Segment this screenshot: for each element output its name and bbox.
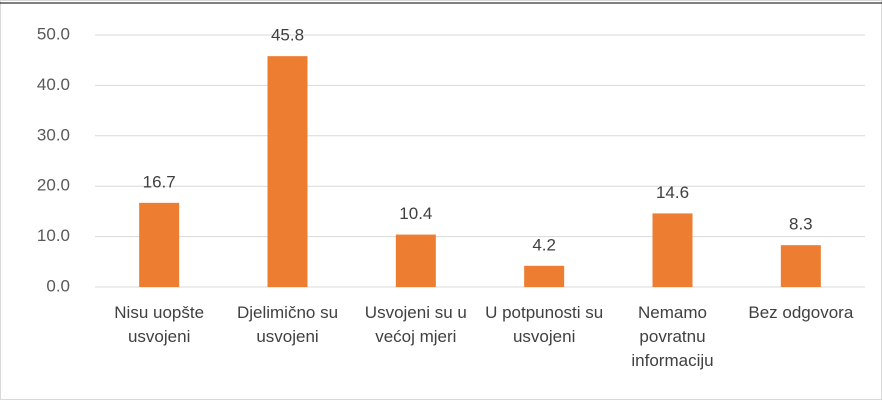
value-label: 4.2 (532, 235, 556, 254)
value-label: 16.7 (143, 172, 176, 191)
value-label: 45.8 (271, 26, 304, 45)
y-tick-label: 20.0 (37, 176, 70, 195)
bar (652, 213, 693, 287)
y-tick-label: 50.0 (37, 24, 70, 43)
x-tick-label: Nemamo povratnu informaciju (631, 303, 714, 370)
x-tick-label: U potpunosti su usvojeni (485, 303, 604, 346)
bar (524, 265, 565, 287)
x-tick-label: Bez odgovora (748, 303, 854, 322)
x-tick-label: Usvojeni su u većoj mjeri (364, 303, 467, 346)
y-tick-label: 30.0 (37, 125, 70, 144)
bar (139, 202, 180, 287)
y-tick-label: 0.0 (46, 276, 70, 295)
value-label: 14.6 (656, 183, 689, 202)
bar (395, 234, 436, 287)
y-tick-label: 10.0 (37, 226, 70, 245)
x-tick-label: Nisu uopšte usvojeni (114, 303, 205, 346)
bar (780, 245, 821, 287)
value-label: 10.4 (399, 204, 432, 223)
y-tick-label: 40.0 (37, 75, 70, 94)
bar (267, 56, 308, 287)
value-label: 8.3 (789, 215, 813, 234)
x-tick-label: Djelimično su usvojeni (236, 303, 339, 346)
